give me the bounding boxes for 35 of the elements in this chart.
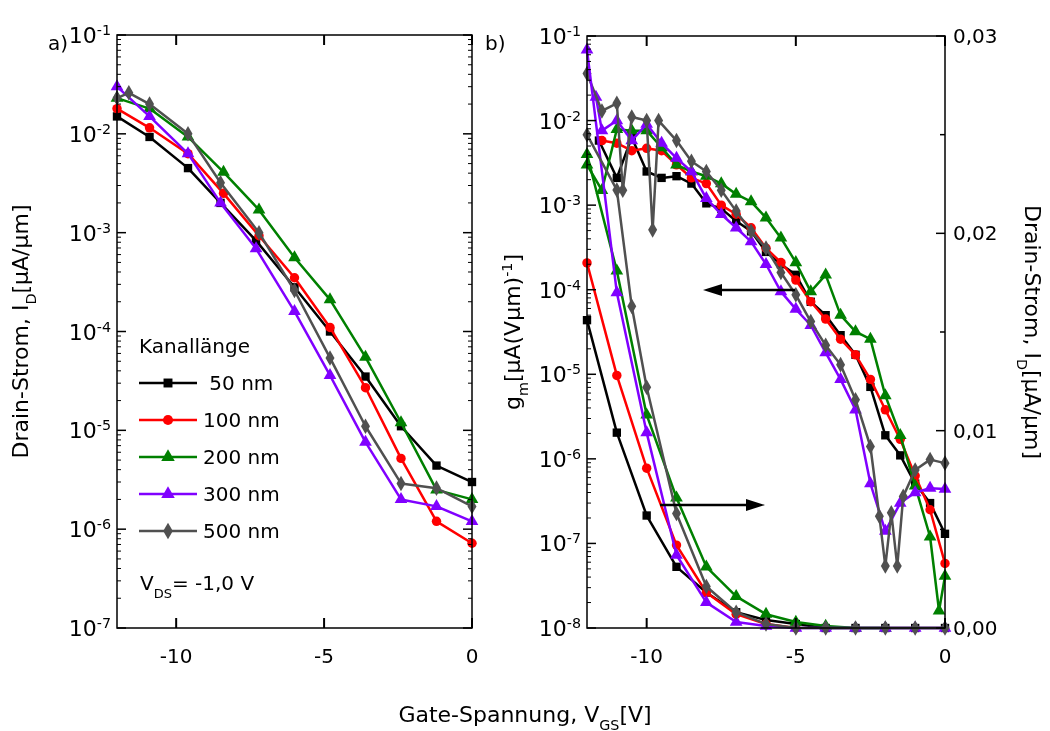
legend-label: 50 nm (203, 371, 274, 395)
y-tick-label: 10$^{-6}$ (68, 516, 111, 543)
y-tick-label: 10$^{-5}$ (538, 361, 581, 388)
y-tick-label: 10$^{-2}$ (538, 107, 581, 134)
y-tick-label: 10$^{-8}$ (538, 615, 581, 641)
text: a) (48, 31, 69, 55)
annotation: V$_{DS}$= -1,0 V (140, 571, 255, 601)
x-tick-label: 0 (465, 644, 479, 668)
legend-title: Kanallänge (139, 334, 250, 358)
y-tick-label: 10$^{-7}$ (538, 530, 581, 557)
y-tick-label: 10$^{-2}$ (68, 120, 111, 147)
x-tick-label: -5 (785, 644, 806, 668)
y2-tick-label: 0,03 (953, 24, 998, 48)
x-tick-label: -10 (630, 644, 663, 668)
y-tick-label: 10$^{-6}$ (538, 445, 581, 472)
y-tick-label: 10$^{-4}$ (68, 318, 111, 345)
legend-label: 300 nm (203, 482, 280, 506)
x-tick-label: -10 (159, 644, 193, 668)
y2-tick-label: 0,01 (953, 418, 998, 443)
x-tick-label: 0 (938, 644, 952, 668)
x-tick-label: -5 (314, 644, 335, 668)
text: b) (485, 31, 506, 55)
y2-tick-label: 0,02 (953, 221, 998, 246)
y2-tick-label: 0,00 (953, 616, 998, 640)
y-tick-label: 10$^{-1}$ (68, 22, 111, 48)
y-tick-label: 10$^{-5}$ (68, 417, 111, 444)
y-tick-label: 10$^{-4}$ (538, 276, 581, 303)
legend-label: 200 nm (203, 445, 280, 469)
y-tick-label: 10$^{-3}$ (538, 192, 581, 219)
y-tick-label: 10$^{-1}$ (538, 23, 581, 49)
y-tick-label: 10$^{-7}$ (68, 615, 111, 641)
x-axis-title: Gate-Spannung, V$_{GS}$[V] (398, 702, 652, 731)
legend-label: 100 nm (203, 408, 280, 432)
legend-label: 500 nm (203, 519, 280, 543)
y-tick-label: 10$^{-3}$ (68, 219, 111, 246)
